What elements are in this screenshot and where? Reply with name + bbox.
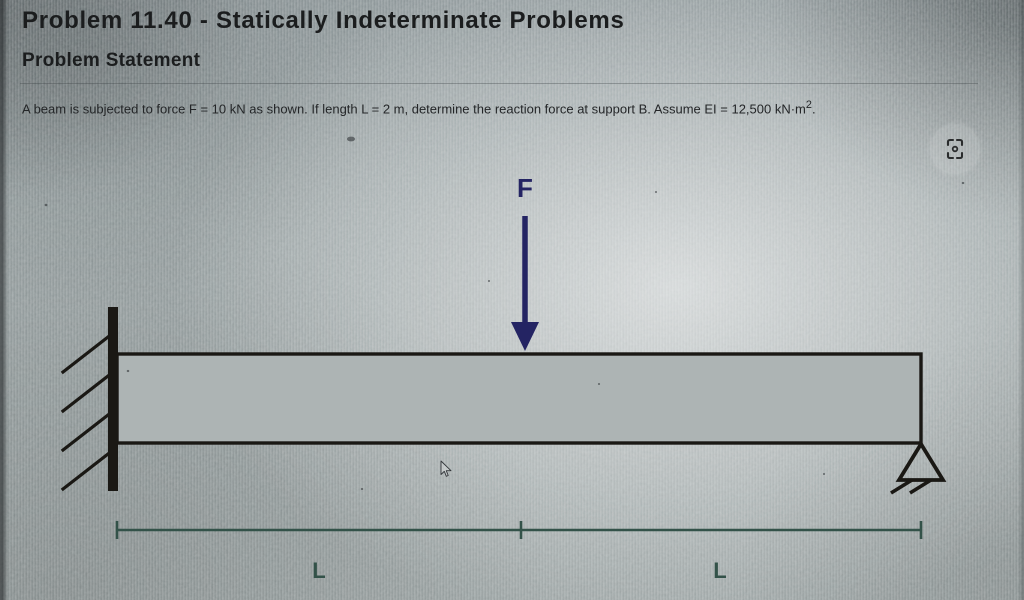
svg-text:L: L [713,558,726,583]
svg-text:L: L [312,558,325,583]
svg-text:F: F [517,173,533,203]
